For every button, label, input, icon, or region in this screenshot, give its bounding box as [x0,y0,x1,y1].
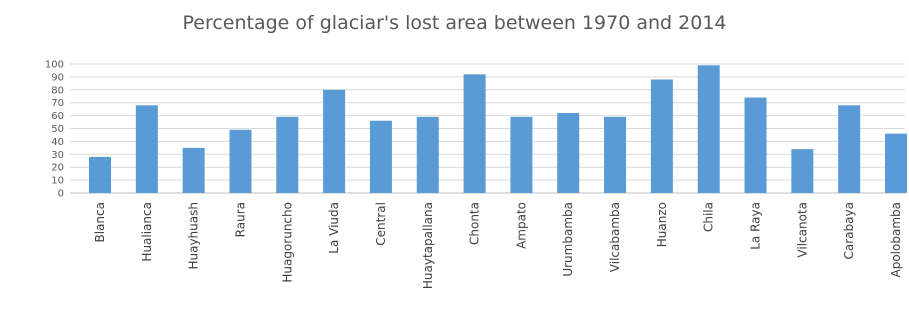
x-category-label: Chonta [468,202,482,245]
x-category-label: Blanca [93,202,107,242]
bar-hualianca [135,105,158,193]
bar-vilcanota [791,149,814,193]
bar-huagoruncho [276,116,299,193]
y-tick-label: 70 [51,98,64,109]
bar-vilcabamba [604,116,627,193]
x-category-label: La Viuda [327,202,341,254]
bar-blanca [89,156,111,193]
x-category-label: Huaytapallana [421,202,435,289]
bar-apolobamba [885,133,907,193]
x-category-label: Huayhuash [187,202,201,270]
y-tick-label: 20 [51,163,64,174]
x-category-label: La Raya [749,202,763,250]
chart-title: Percentage of glaciar's lost area betwee… [182,12,727,34]
x-category-label: Central [374,202,388,246]
x-category-label: Raura [233,202,247,237]
y-tick-label: 80 [51,85,64,96]
bar-urumbamba [557,113,580,193]
y-tick-label: 100 [45,60,64,71]
x-category-label: Chila [702,202,716,232]
bar-ampato [510,116,533,193]
y-tick-label: 10 [51,176,64,187]
y-tick-label: 50 [51,124,64,135]
y-tick-label: 60 [51,111,64,122]
x-category-label: Carabaya [842,202,856,259]
x-category-label: Urumbamba [561,202,575,277]
x-category-label: Apolobamba [889,202,903,277]
x-category-label: Vilcanota [795,202,809,258]
y-tick-label: 90 [51,72,64,83]
bar-la-viuda [323,89,346,193]
x-category-label: Ampato [514,202,528,249]
y-tick-label: 30 [51,150,64,161]
x-category-label: Vilcabamba [608,202,622,272]
bar-huanzo [650,79,673,193]
x-axis-labels: Blanca Hualianca Huayhuash Raura Huagoruncho… [93,202,903,289]
y-tick-label: 40 [51,137,64,148]
bar-la-raya [744,97,767,193]
bar-chonta [463,74,486,193]
y-tick-label: 0 [58,189,64,200]
x-category-label: Huanzo [655,202,669,247]
x-category-label: Hualianca [140,202,154,262]
bar-carabaya [838,105,861,193]
bar-central [369,120,392,193]
bar-huayhuash [182,147,205,193]
x-category-label: Huagoruncho [280,202,294,283]
bar-chila [697,65,720,193]
bars [89,65,907,193]
bar-huaytapallana [416,116,439,193]
bar-raura [229,129,252,193]
